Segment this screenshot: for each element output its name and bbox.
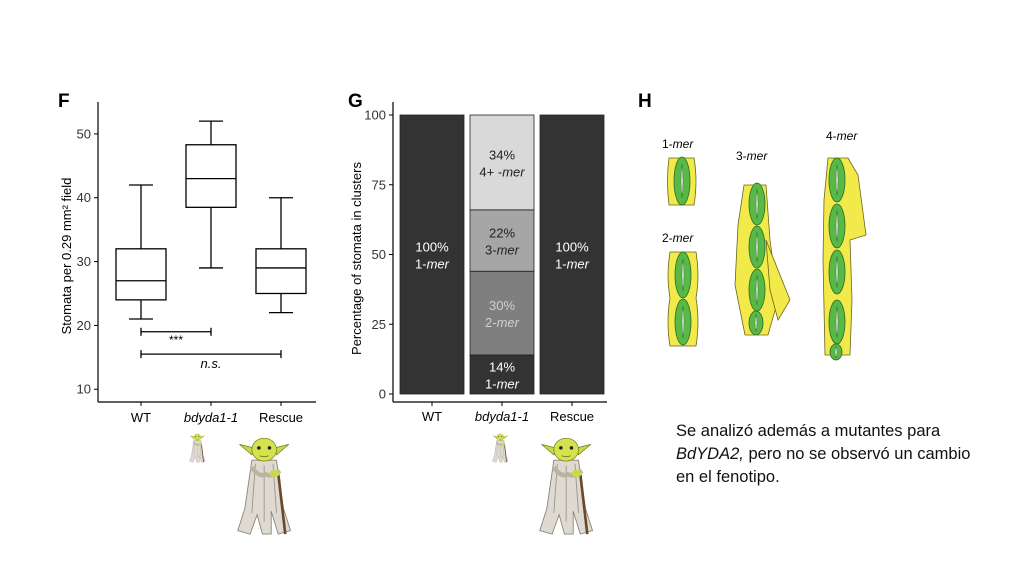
- stomatal-pore: [835, 256, 839, 288]
- box-chart-f: 10 20 30 40 50 Stomata per 0.29 mm² field WT bd…: [59, 102, 316, 425]
- segment-label-pct: 30%: [489, 298, 515, 313]
- stomatal-pore: [755, 189, 759, 219]
- segment-label-pct: 22%: [489, 226, 515, 241]
- stomatal-pore: [835, 164, 839, 196]
- stomatal-pore: [680, 164, 684, 198]
- label-4-mer: 4-mer: [826, 129, 858, 143]
- x-tick-label: Rescue: [259, 410, 303, 425]
- yoda-figure-icon: [188, 433, 206, 463]
- caption-text: Se analizó además a mutantes para BdYDA2…: [676, 420, 1006, 489]
- y-tick-label: 30: [77, 254, 91, 269]
- panel-label-h: H: [638, 91, 652, 112]
- significance-label: n.s.: [201, 356, 222, 371]
- caption-line-2: pero no se observó un cambio: [743, 445, 971, 463]
- stomatal-pore: [681, 305, 685, 339]
- stomatal-pore: [835, 210, 839, 242]
- x-tick-label: bdyda1-1: [184, 410, 238, 425]
- y-tick-label: 50: [372, 247, 386, 262]
- y-tick-label: 25: [372, 317, 386, 332]
- caption-line-3: en el fenotipo.: [676, 468, 780, 486]
- x-tick-label: bdyda1-1: [475, 409, 529, 424]
- stacked-bar-chart-g: 0 25 50 75 100 Percentage of stomata in clust…: [349, 102, 607, 424]
- segment-label-name: 2-mer: [485, 315, 520, 330]
- y-tick-label: 0: [379, 387, 386, 402]
- label-3-mer: 3-mer: [736, 149, 768, 163]
- bar-segment: [469, 270, 535, 356]
- x-tick-label: Rescue: [550, 409, 594, 424]
- x-tick-label: WT: [131, 410, 151, 425]
- segment-label-name: 1-mer: [485, 376, 520, 391]
- segment-label-name: 4+ -mer: [479, 164, 525, 179]
- caption-line-1: Se analizó además a mutantes para: [676, 422, 941, 440]
- segment-label-pct: 14%: [489, 359, 515, 374]
- label-2-mer: 2-mer: [662, 231, 694, 245]
- box: [115, 248, 167, 301]
- y-tick-label: 20: [77, 318, 91, 333]
- bar-segment: [469, 354, 535, 395]
- y-tick-label: 50: [77, 126, 91, 141]
- segment-label-pct: 34%: [489, 147, 515, 162]
- box: [255, 248, 307, 295]
- segment-label-pct: 100%: [555, 240, 589, 255]
- segment-label-pct: 100%: [415, 240, 449, 255]
- yoda-figure-icon: [491, 433, 509, 463]
- segment-label-name: 1-mer: [415, 257, 450, 272]
- significance-label: ***: [169, 333, 183, 347]
- stomatal-pore: [834, 345, 838, 359]
- stomatal-pore: [755, 275, 759, 305]
- yoda-figure-icon: [540, 438, 593, 534]
- segment-label-name: 1-mer: [555, 257, 590, 272]
- stomata-diagram: [667, 156, 867, 361]
- bar-segment: [399, 114, 465, 395]
- bar-segment: [469, 209, 535, 272]
- caption-gene-name: BdYDA2,: [676, 445, 744, 463]
- bar-segment: [469, 114, 535, 211]
- y-axis-title: Percentage of stomata in clusters: [349, 162, 364, 355]
- segment-label-name: 3-mer: [485, 243, 520, 258]
- yoda-figure-icon: [238, 438, 291, 534]
- stomatal-pore: [755, 232, 759, 262]
- bar-segment: [539, 114, 605, 395]
- y-tick-label: 100: [364, 108, 386, 123]
- y-tick-label: 10: [77, 382, 91, 397]
- y-axis-title: Stomata per 0.29 mm² field: [59, 178, 74, 335]
- panel-label-f: F: [58, 91, 70, 112]
- label-1-mer: 1-mer: [662, 137, 694, 151]
- panel-label-g: G: [348, 91, 363, 112]
- y-tick-label: 75: [372, 177, 386, 192]
- stomatal-pore: [681, 258, 685, 292]
- x-tick-label: WT: [422, 409, 442, 424]
- y-tick-label: 40: [77, 190, 91, 205]
- box: [185, 144, 237, 208]
- stomatal-pore: [754, 314, 758, 332]
- subsidiary-cell: [765, 239, 791, 322]
- stomatal-pore: [835, 306, 839, 338]
